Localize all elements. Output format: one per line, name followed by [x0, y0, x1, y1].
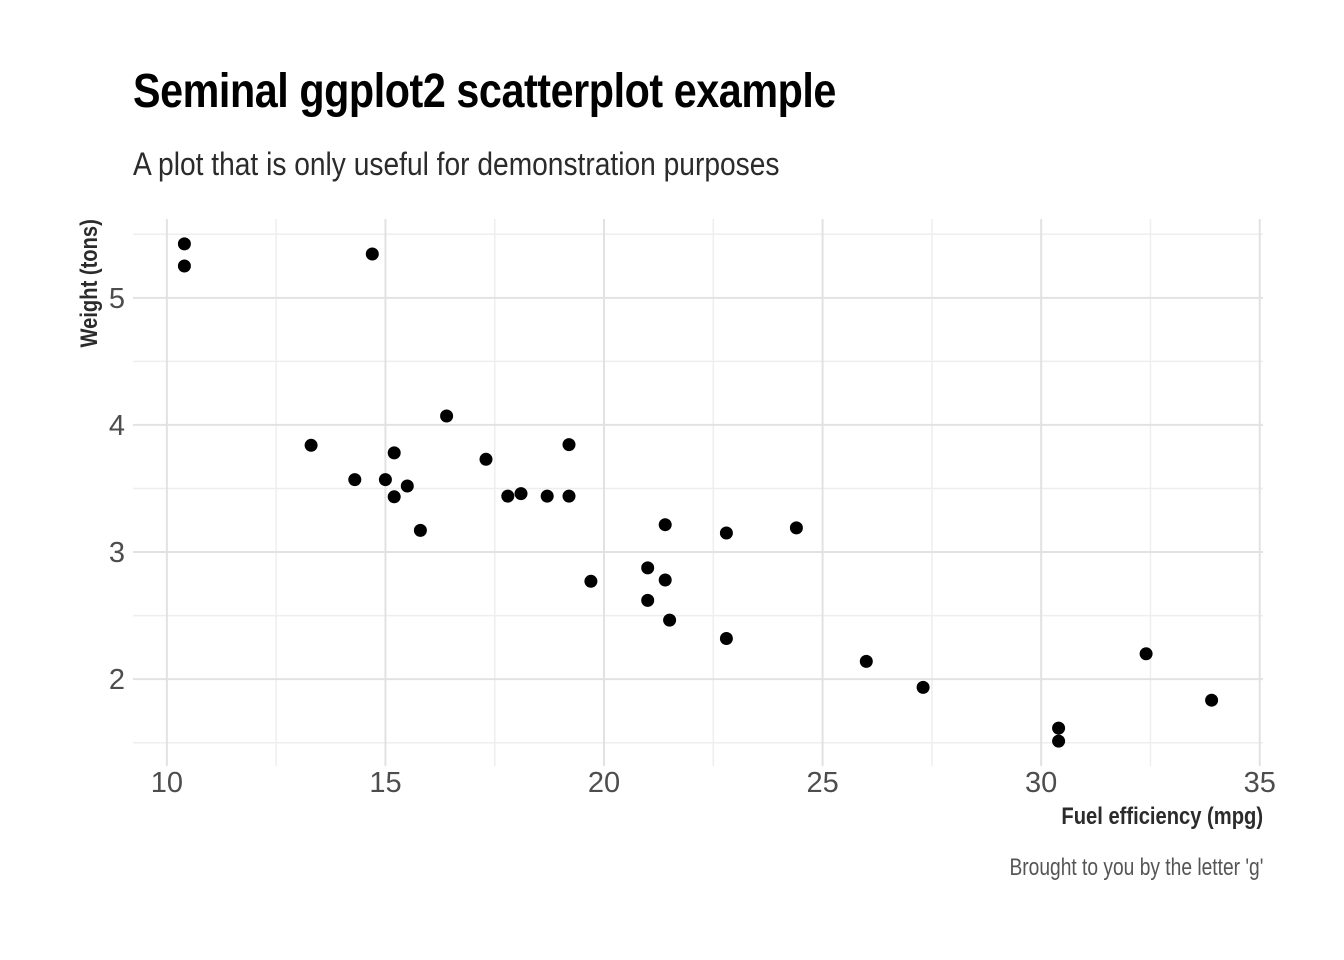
- data-point: [1139, 647, 1153, 661]
- chart-title: Seminal ggplot2 scatterplot example: [133, 65, 836, 118]
- data-point: [348, 473, 362, 487]
- data-point: [859, 654, 873, 668]
- data-point: [400, 479, 414, 493]
- data-point: [440, 409, 454, 423]
- data-point: [663, 613, 677, 627]
- data-point: [1205, 693, 1219, 707]
- data-point: [479, 452, 493, 466]
- y-tick-label: 4: [109, 410, 125, 442]
- y-axis-title-text: Weight (tons): [76, 219, 103, 348]
- x-tick-label: 30: [1025, 767, 1057, 799]
- data-point: [584, 574, 598, 588]
- data-point: [304, 438, 318, 452]
- data-point: [378, 473, 392, 487]
- x-axis-title: Fuel efficiency (mpg): [1061, 803, 1263, 830]
- data-point: [641, 593, 655, 607]
- data-point: [789, 521, 803, 535]
- y-axis-title: Weight (tons): [76, 219, 104, 766]
- data-point: [387, 446, 401, 460]
- data-point: [387, 490, 401, 504]
- chart-subtitle: A plot that is only useful for demonstra…: [133, 146, 780, 182]
- data-point: [1052, 734, 1066, 748]
- data-point: [540, 489, 554, 503]
- data-point: [177, 259, 191, 273]
- x-tick-label: 25: [806, 767, 838, 799]
- data-point: [719, 632, 733, 645]
- data-point: [719, 526, 733, 540]
- data-point: [413, 523, 427, 537]
- chart-caption: Brought to you by the letter 'g': [1009, 854, 1263, 881]
- x-tick-label: 20: [588, 767, 620, 799]
- x-tick-label: 10: [151, 767, 183, 799]
- data-point: [562, 489, 576, 503]
- data-point: [177, 237, 191, 251]
- y-tick-label: 5: [109, 283, 125, 315]
- x-tick-label: 15: [369, 767, 401, 799]
- data-point: [658, 573, 672, 587]
- data-point: [916, 680, 930, 694]
- y-tick-label: 2: [109, 664, 125, 696]
- x-tick-label: 35: [1244, 767, 1276, 799]
- data-point: [514, 487, 528, 501]
- data-point: [562, 438, 576, 452]
- data-point: [365, 247, 379, 261]
- data-point: [658, 518, 672, 532]
- data-point: [501, 489, 515, 503]
- data-point: [1052, 721, 1066, 735]
- data-point: [641, 561, 655, 575]
- y-tick-label: 3: [109, 537, 125, 569]
